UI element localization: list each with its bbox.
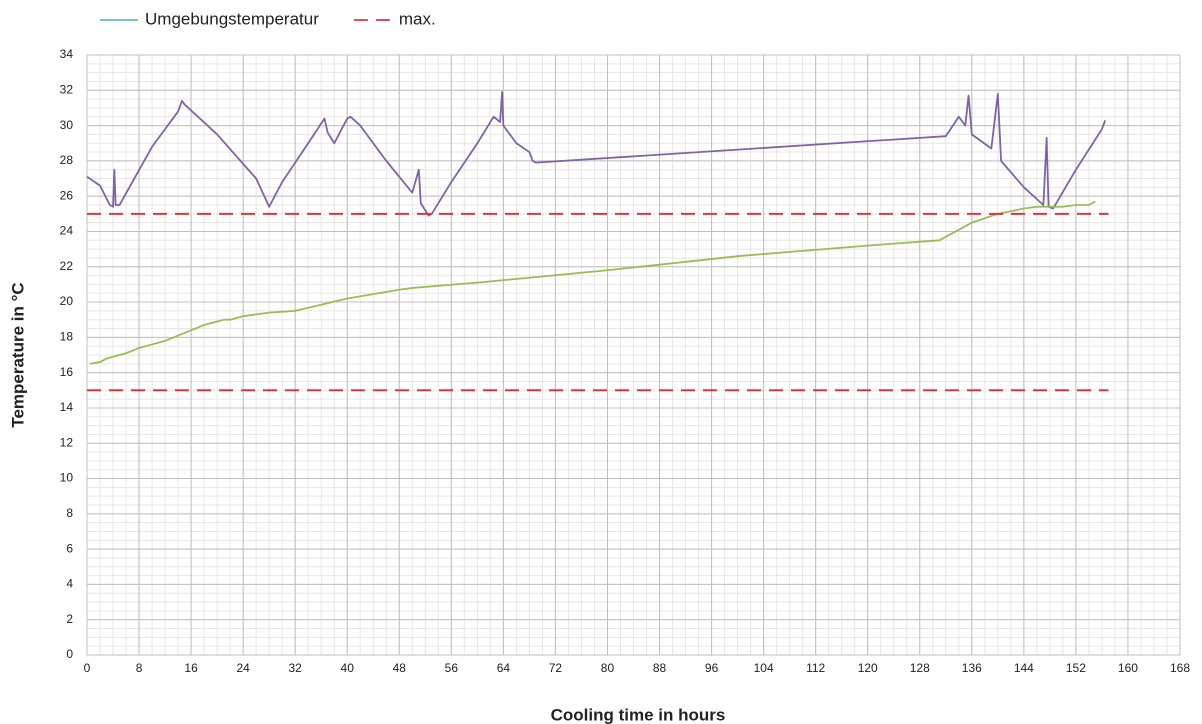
y-tick-label: 14	[60, 400, 74, 414]
x-tick-label: 8	[136, 661, 143, 675]
x-tick-label: 56	[445, 661, 459, 675]
x-tick-label: 96	[705, 661, 719, 675]
x-tick-label: 112	[806, 661, 825, 675]
y-tick-label: 16	[60, 365, 74, 379]
y-axis-title: Temperature in °C	[8, 282, 27, 427]
y-tick-label: 30	[60, 118, 74, 132]
y-tick-label: 22	[60, 259, 74, 273]
x-tick-label: 136	[962, 661, 982, 675]
x-tick-label: 24	[236, 661, 250, 675]
y-tick-label: 6	[66, 541, 73, 555]
x-axis-title: Cooling time in hours	[551, 705, 726, 724]
y-tick-label: 4	[66, 577, 73, 591]
y-tick-label: 12	[60, 435, 74, 449]
y-tick-label: 8	[66, 506, 73, 520]
x-tick-label: 72	[549, 661, 563, 675]
x-tick-label: 104	[754, 661, 774, 675]
x-tick-label: 160	[1118, 661, 1138, 675]
legend-label: max.	[399, 9, 436, 28]
y-tick-label: 24	[60, 224, 74, 238]
line-series	[90, 200, 1096, 365]
y-tick-label: 18	[60, 330, 74, 344]
y-tick-label: 32	[60, 82, 74, 96]
x-tick-label: 144	[1014, 661, 1034, 675]
x-tick-label: 168	[1170, 661, 1190, 675]
x-tick-label: 88	[653, 661, 667, 675]
y-tick-label: 0	[66, 647, 73, 661]
y-tick-label: 20	[60, 294, 74, 308]
x-tick-label: 48	[393, 661, 407, 675]
line-series	[86, 91, 1107, 217]
y-tick-label: 2	[66, 612, 73, 626]
x-tick-label: 152	[1066, 661, 1086, 675]
y-tick-label: 34	[60, 47, 74, 61]
x-tick-label: 128	[910, 661, 930, 675]
x-tick-label: 40	[341, 661, 355, 675]
y-tick-label: 28	[60, 153, 74, 167]
y-tick-label: 10	[60, 471, 74, 485]
x-tick-label: 32	[289, 661, 303, 675]
x-tick-label: 120	[858, 661, 878, 675]
y-tick-label: 26	[60, 188, 74, 202]
x-tick-label: 0	[84, 661, 91, 675]
legend-label: Umgebungstemperatur	[145, 9, 319, 28]
x-tick-label: 16	[184, 661, 198, 675]
x-tick-label: 80	[601, 661, 615, 675]
x-tick-label: 64	[497, 661, 511, 675]
